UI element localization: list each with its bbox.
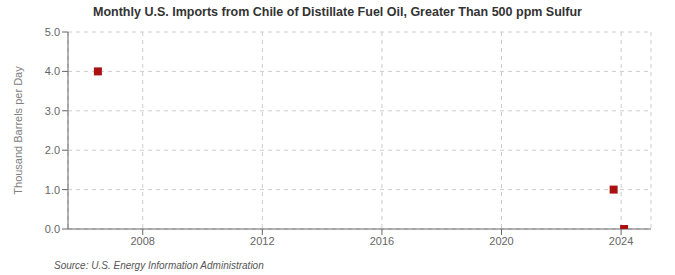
svg-text:1.0: 1.0 (45, 184, 60, 196)
svg-text:2.0: 2.0 (45, 144, 60, 156)
svg-text:0.0: 0.0 (45, 223, 60, 235)
svg-text:2024: 2024 (609, 235, 633, 247)
html-text:Source: U.S. Energy Informatio: Source: U.S. Energy Information Administ… (54, 260, 264, 271)
svg-text:2008: 2008 (131, 235, 155, 247)
svg-text:2020: 2020 (489, 235, 513, 247)
svg-text:2016: 2016 (370, 235, 394, 247)
svg-text:4.0: 4.0 (45, 65, 60, 77)
svg-text:3.0: 3.0 (45, 105, 60, 117)
html-text:Monthly U.S. Imports from Chil: Monthly U.S. Imports from Chile of Disti… (93, 5, 582, 19)
svg-text:5.0: 5.0 (45, 26, 60, 38)
svg-text:Thousand Barrels per Day: Thousand Barrels per Day (12, 66, 24, 195)
svg-text:2012: 2012 (250, 235, 274, 247)
